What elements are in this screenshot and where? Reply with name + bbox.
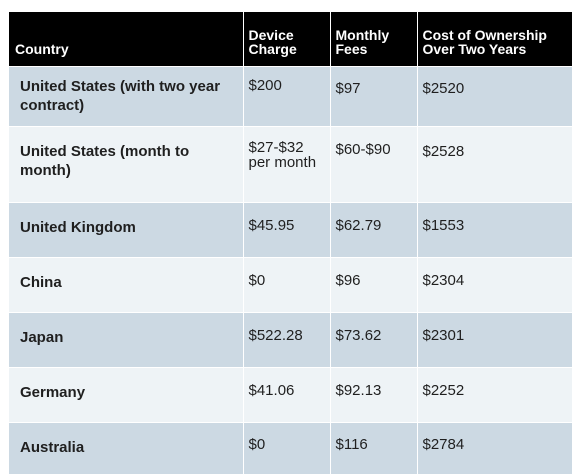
cell-cost-two-years: $2528	[417, 127, 572, 203]
cell-monthly-fees: $116	[330, 423, 417, 474]
cell-country: Japan	[9, 313, 243, 368]
cell-cost-two-years: $2252	[417, 368, 572, 423]
cell-cost-two-years: $2304	[417, 258, 572, 313]
table-row-germany: Germany $41.06 $92.13 $2252	[9, 368, 572, 423]
cell-cost-two-years: $2520	[417, 67, 572, 127]
cell-device-charge: $0	[243, 423, 330, 474]
header-monthly-fees-line2: Fees	[336, 41, 368, 57]
table-body: United States (with two year contract) $…	[9, 67, 572, 474]
cost-comparison-table-container: Country Device Charge Monthly Fees Cost …	[9, 12, 572, 474]
table-row-japan: Japan $522.28 $73.62 $2301	[9, 313, 572, 368]
header-cost-of-ownership: Cost of Ownership Over Two Years	[417, 12, 572, 67]
header-device-charge: Device Charge	[243, 12, 330, 67]
cell-monthly-fees: $62.79	[330, 203, 417, 258]
header-cost-line2: Over Two Years	[423, 41, 527, 57]
header-country: Country	[9, 12, 243, 67]
table-header: Country Device Charge Monthly Fees Cost …	[9, 12, 572, 67]
cell-monthly-fees: $60-$90	[330, 127, 417, 203]
cell-monthly-fees: $97	[330, 67, 417, 127]
cell-country: United States (with two year contract)	[9, 67, 243, 127]
cell-device-charge-line2: per month	[249, 154, 317, 171]
cell-device-charge: $41.06	[243, 368, 330, 423]
cell-device-charge: $522.28	[243, 313, 330, 368]
cell-device-charge: $200	[243, 67, 330, 127]
cell-cost-two-years: $2784	[417, 423, 572, 474]
cell-monthly-fees: $73.62	[330, 313, 417, 368]
table-row-united-states-month: United States (month to month) $27-$32 p…	[9, 127, 572, 203]
cell-cost-two-years: $2301	[417, 313, 572, 368]
table-row-united-kingdom: United Kingdom $45.95 $62.79 $1553	[9, 203, 572, 258]
cell-country: Australia	[9, 423, 243, 474]
header-row: Country Device Charge Monthly Fees Cost …	[9, 12, 572, 67]
cell-device-charge: $45.95	[243, 203, 330, 258]
table-row-united-states-contract: United States (with two year contract) $…	[9, 67, 572, 127]
cost-comparison-table: Country Device Charge Monthly Fees Cost …	[9, 12, 572, 474]
cell-monthly-fees: $96	[330, 258, 417, 313]
table-row-china: China $0 $96 $2304	[9, 258, 572, 313]
header-device-charge-line2: Charge	[249, 41, 297, 57]
header-country-label: Country	[15, 41, 69, 57]
table-row-australia: Australia $0 $116 $2784	[9, 423, 572, 474]
cell-country: United States (month to month)	[9, 127, 243, 203]
cell-monthly-fees: $92.13	[330, 368, 417, 423]
cell-country: Germany	[9, 368, 243, 423]
cell-device-charge: $0	[243, 258, 330, 313]
cell-country: China	[9, 258, 243, 313]
cell-device-charge: $27-$32 per month	[243, 127, 330, 203]
cell-country: United Kingdom	[9, 203, 243, 258]
header-monthly-fees: Monthly Fees	[330, 12, 417, 67]
cell-cost-two-years: $1553	[417, 203, 572, 258]
